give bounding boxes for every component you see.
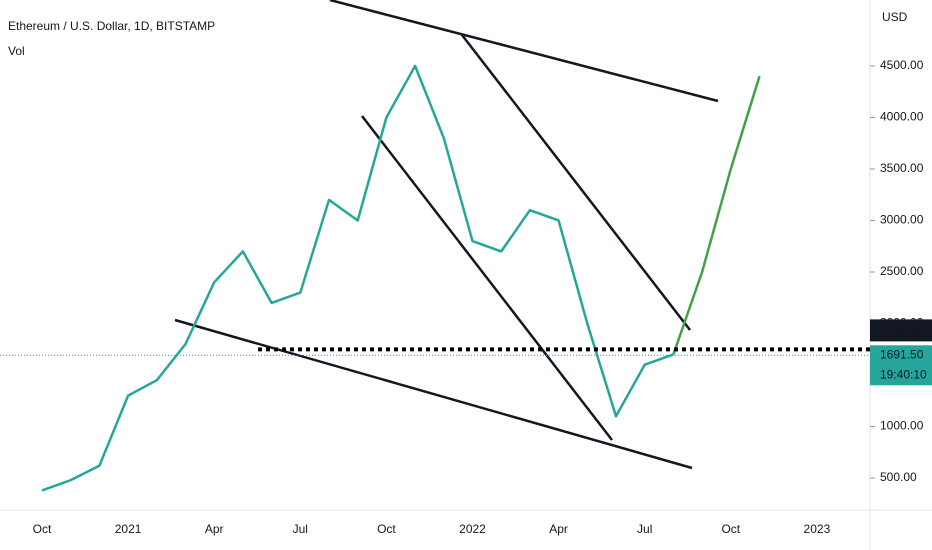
level-label: 1748.83: [880, 323, 924, 337]
y-tick-label: 2500.00: [880, 264, 924, 278]
x-tick-label: 2021: [115, 522, 142, 536]
countdown: 19:40:10: [880, 367, 927, 381]
x-tick-label: Apr: [549, 522, 568, 536]
price-line: [672, 75, 761, 355]
chart-title: Ethereum / U.S. Dollar, 1D, BITSTAMP: [8, 19, 215, 33]
trend-line: [329, 0, 719, 103]
y-tick-label: 500.00: [880, 470, 917, 484]
y-tick-label: 1000.00: [880, 419, 924, 433]
last-price-box: [870, 345, 932, 386]
trend-line: [174, 318, 693, 470]
y-tick-label: 4500.00: [880, 58, 924, 72]
y-tick-label: 3500.00: [880, 161, 924, 175]
trend-line: [361, 115, 613, 441]
x-tick-label: Oct: [377, 522, 396, 536]
y-tick-label: 3000.00: [880, 213, 924, 227]
x-tick-label: Oct: [33, 522, 52, 536]
x-tick-label: Jul: [637, 522, 652, 536]
indicator-label: Vol: [8, 44, 25, 58]
level-box: [870, 319, 932, 342]
x-tick-label: 2023: [804, 522, 831, 536]
y-unit: USD: [882, 10, 908, 24]
trend-lines: [174, 0, 719, 470]
last-price-label: 1691.50: [880, 347, 924, 361]
trend-line: [461, 34, 691, 331]
x-tick-label: Apr: [205, 522, 224, 536]
y-tick-label: 4000.00: [880, 110, 924, 124]
price-line: [41, 64, 674, 492]
x-tick-label: 2022: [459, 522, 486, 536]
x-tick-label: Jul: [293, 522, 308, 536]
x-tick-label: Oct: [721, 522, 740, 536]
